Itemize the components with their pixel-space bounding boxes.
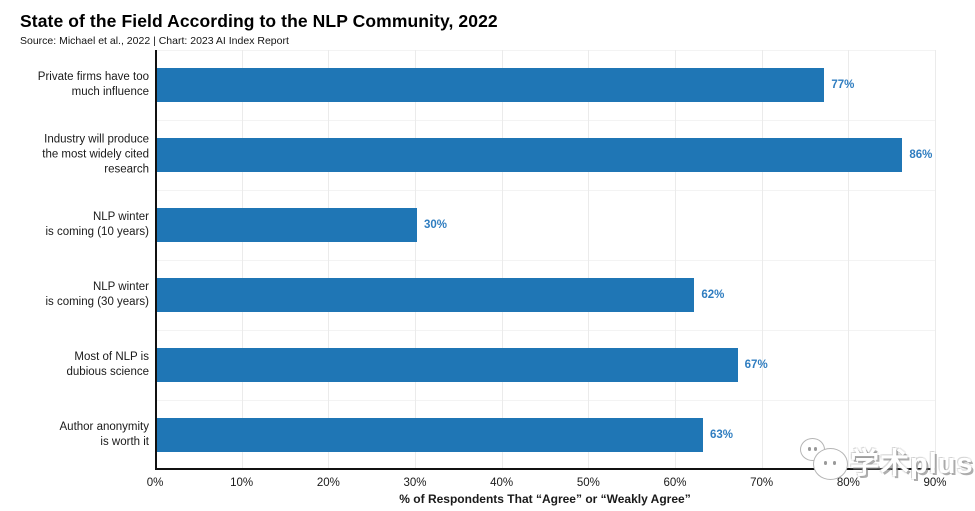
x-tick-4: 40% bbox=[490, 477, 514, 489]
x-tick-7: 70% bbox=[750, 477, 774, 489]
value-label-0: 77% bbox=[831, 79, 855, 91]
value-label-2: 30% bbox=[424, 219, 448, 231]
watermark: 学术plus bbox=[796, 436, 973, 484]
v-gridline bbox=[675, 50, 676, 468]
category-label-2: NLP winter is coming (10 years) bbox=[45, 211, 149, 238]
x-ticks: 0% 10% 20% 30% 40% 50% 60% 70% 80% 90% bbox=[147, 477, 947, 491]
v-gridline bbox=[761, 50, 763, 468]
category-labels: Private firms have too much influence Ind… bbox=[0, 50, 149, 470]
plot-area: 77% 86% 30% 62% 67% 63% bbox=[155, 50, 936, 470]
h-gridline bbox=[157, 190, 935, 191]
bar-2 bbox=[157, 208, 417, 242]
value-label-1: 86% bbox=[909, 149, 933, 161]
category-label-4: Most of NLP is dubious science bbox=[66, 351, 149, 378]
bar-5 bbox=[157, 418, 703, 452]
x-tick-9: 90% bbox=[923, 477, 947, 489]
bubble-eye-icon bbox=[814, 447, 818, 452]
x-tick-8: 80% bbox=[836, 477, 860, 489]
bubble-eye-icon bbox=[823, 461, 827, 465]
v-gridline bbox=[588, 50, 590, 468]
v-gridline bbox=[501, 50, 503, 468]
x-axis-label: % of Respondents That “Agree” or “Weakly… bbox=[399, 492, 691, 506]
x-tick-1: 10% bbox=[230, 477, 254, 489]
bubble-eye-icon bbox=[807, 447, 811, 452]
x-tick-3: 30% bbox=[403, 477, 427, 489]
chat-bubble-icon bbox=[813, 448, 848, 480]
h-gridline bbox=[157, 400, 935, 401]
bar-4 bbox=[157, 348, 738, 382]
v-gridline bbox=[241, 50, 243, 468]
h-gridline bbox=[157, 330, 935, 331]
x-tick-6: 60% bbox=[663, 477, 687, 489]
category-label-1: Industry will produce the most widely ci… bbox=[42, 133, 149, 176]
v-gridline bbox=[935, 50, 936, 468]
category-label-0: Private firms have too much influence bbox=[37, 71, 149, 98]
h-gridline bbox=[157, 50, 935, 51]
bar-3 bbox=[157, 278, 695, 312]
bubble-eye-icon bbox=[833, 461, 837, 465]
value-label-4: 67% bbox=[744, 359, 768, 371]
x-tick-2: 20% bbox=[316, 477, 340, 489]
chart-title: State of the Field According to the NLP … bbox=[20, 11, 498, 31]
category-label-5: Author anonymity is worth it bbox=[59, 421, 150, 448]
bar-0 bbox=[157, 68, 825, 102]
category-label-3: NLP winter is coming (30 years) bbox=[45, 281, 149, 308]
value-label-3: 62% bbox=[701, 289, 725, 301]
bar-1 bbox=[157, 138, 903, 172]
h-gridline bbox=[157, 120, 935, 121]
x-tick-0: 0% bbox=[146, 477, 164, 489]
h-gridline bbox=[157, 260, 935, 261]
v-gridline bbox=[848, 50, 850, 468]
v-gridline bbox=[415, 50, 416, 468]
value-label-5: 63% bbox=[710, 429, 734, 441]
watermark-text: 学术plus bbox=[850, 448, 974, 480]
chart-subtitle: Source: Michael et al., 2022 | Chart: 20… bbox=[20, 35, 289, 47]
v-gridline bbox=[328, 50, 330, 468]
x-tick-5: 50% bbox=[576, 477, 600, 489]
